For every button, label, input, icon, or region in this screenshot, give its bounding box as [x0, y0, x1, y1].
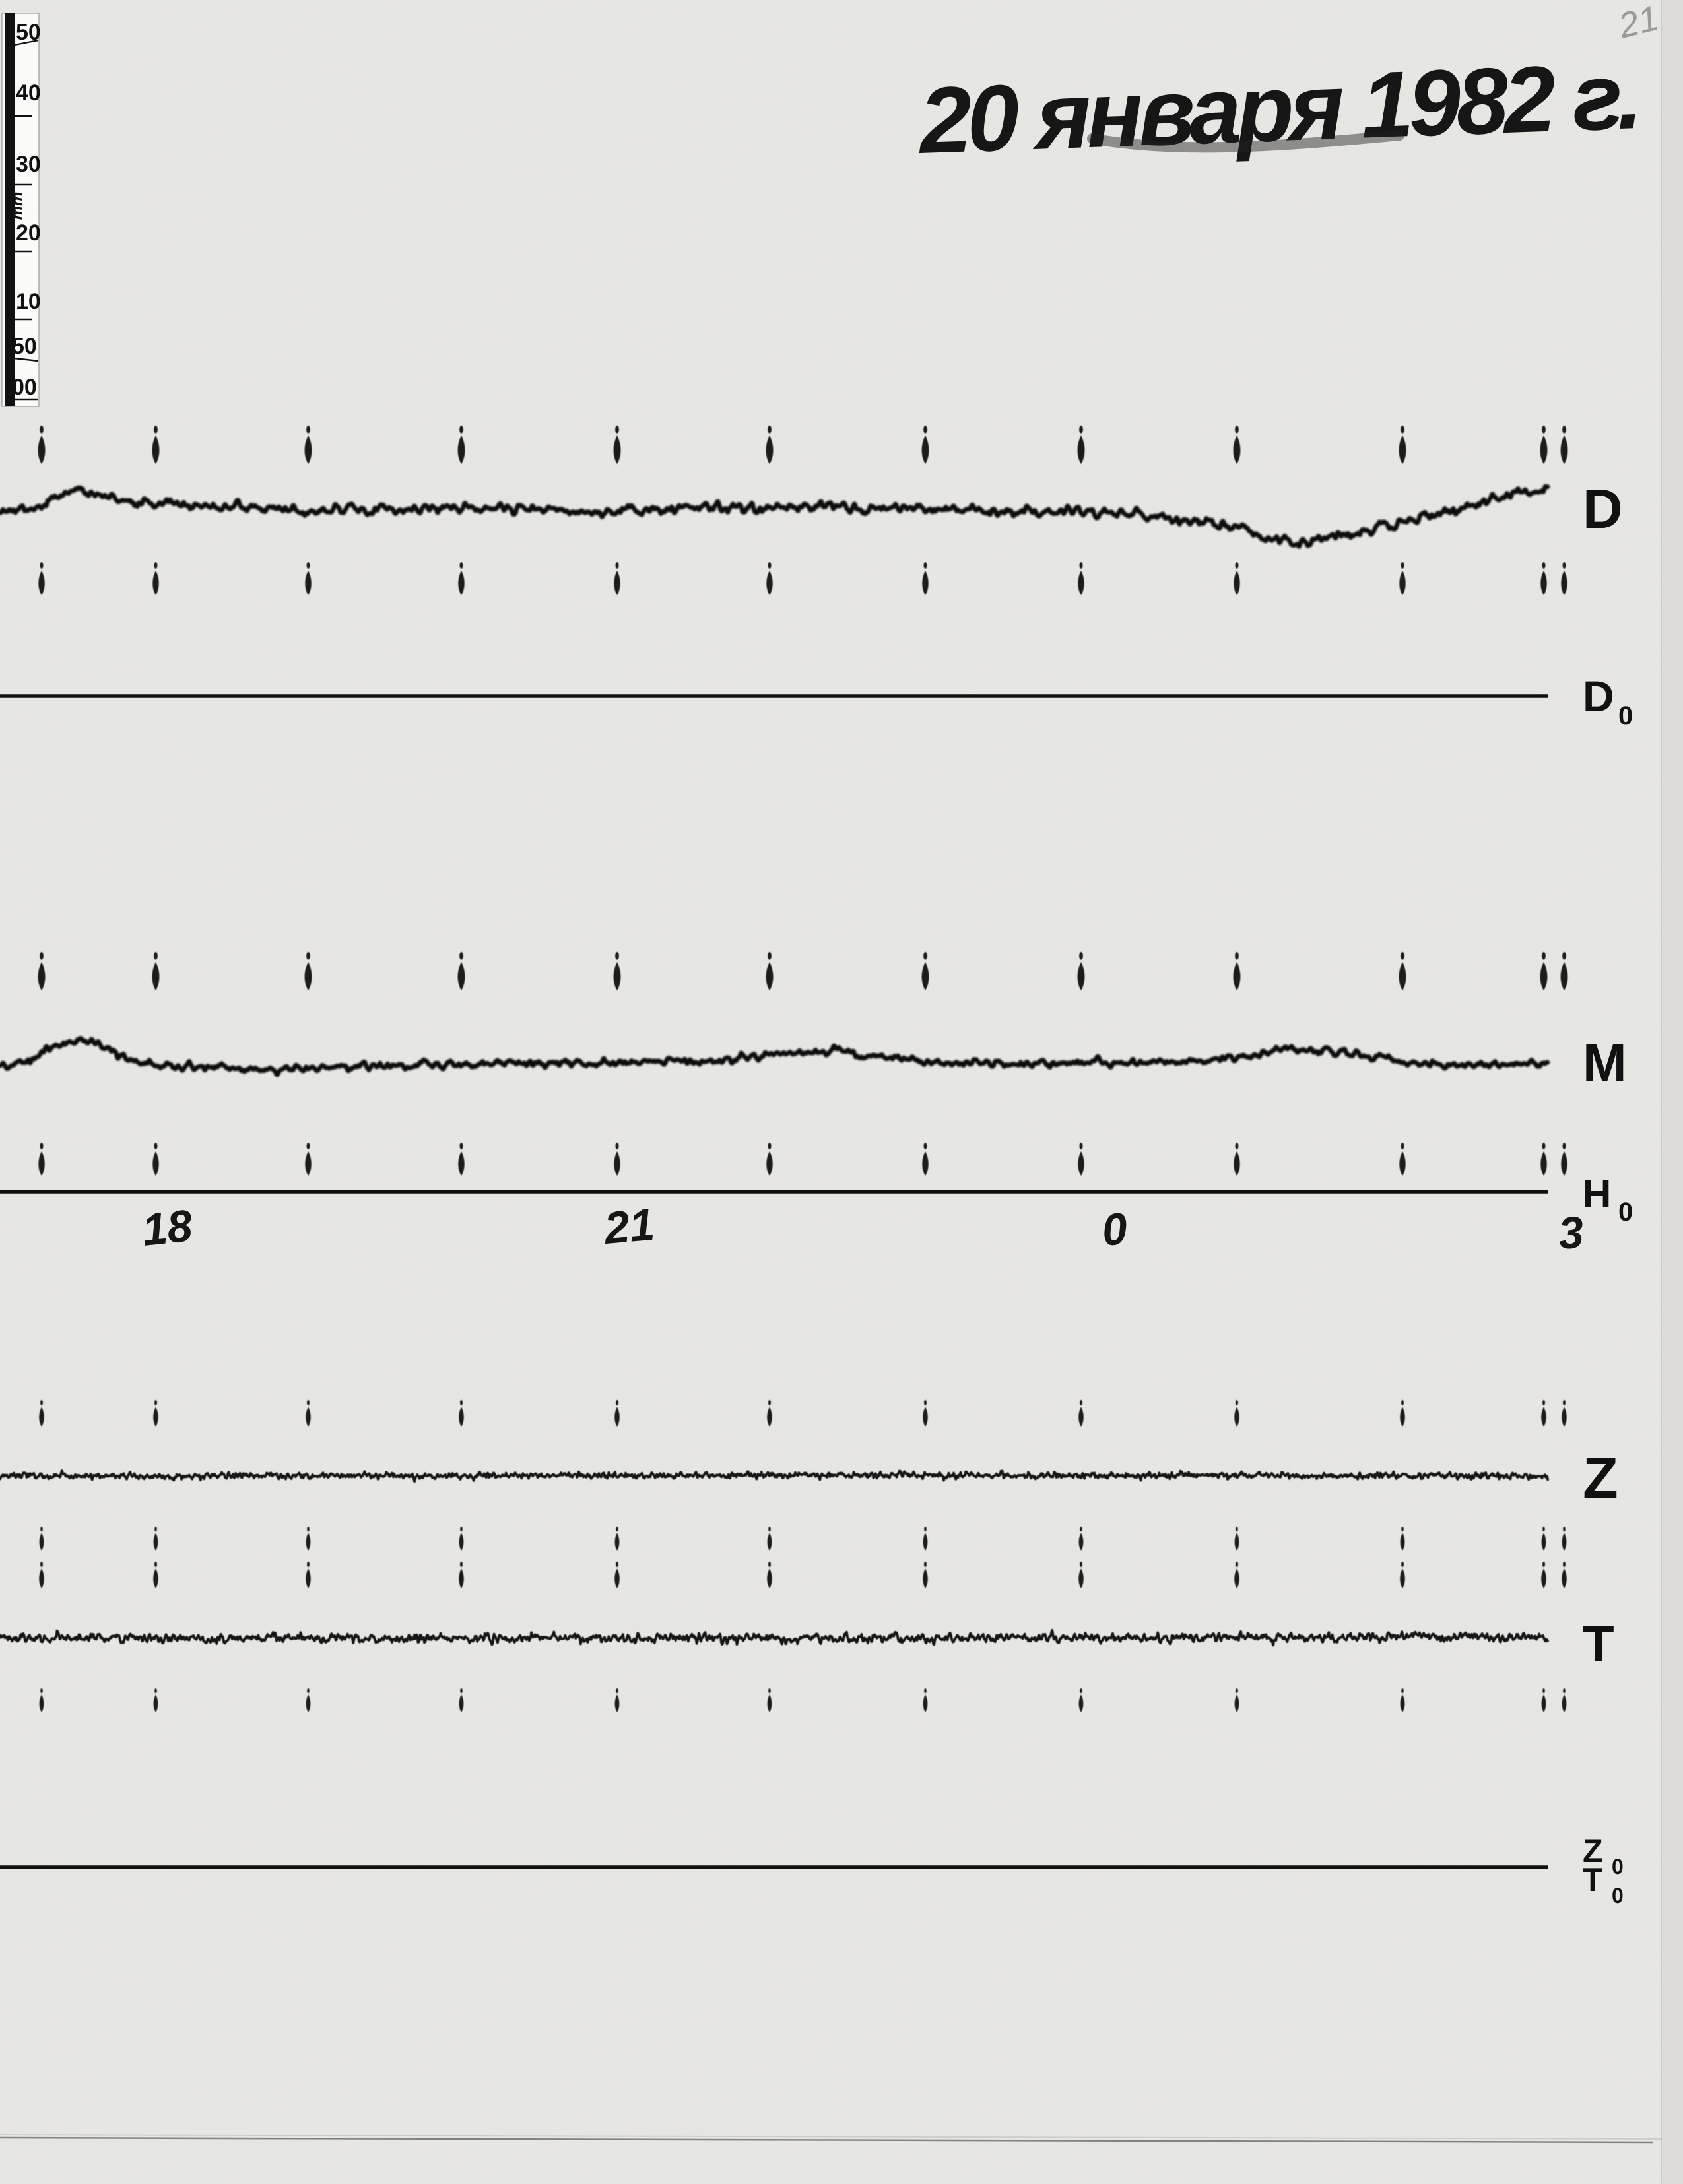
svg-text:18: 18: [140, 1200, 195, 1256]
svg-text:21: 21: [1614, 0, 1663, 46]
svg-text:3: 3: [1557, 1207, 1585, 1258]
svg-text:20 января 1982 г.: 20 января 1982 г.: [916, 44, 1640, 174]
svg-text:21: 21: [601, 1200, 657, 1254]
svg-text:0: 0: [1100, 1204, 1129, 1256]
